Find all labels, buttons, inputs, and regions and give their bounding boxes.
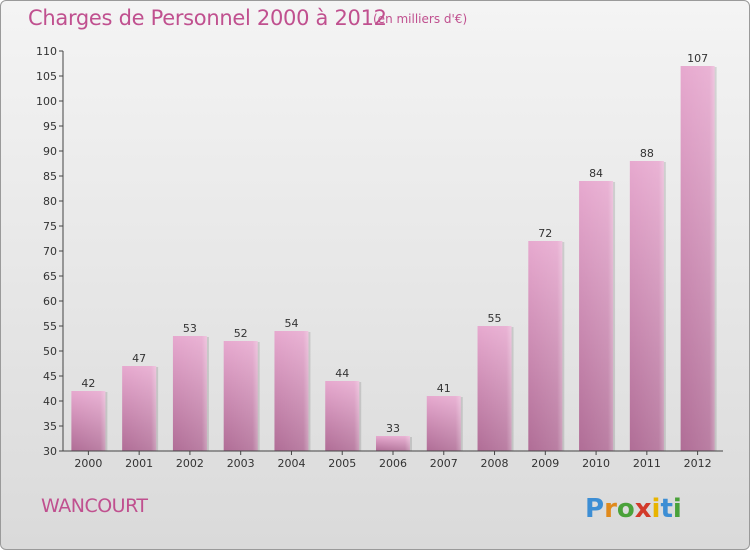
y-tick-label: 75 xyxy=(43,220,57,233)
bar-value-label: 55 xyxy=(488,312,502,325)
y-tick-label: 90 xyxy=(43,145,57,158)
x-tick-label: 2000 xyxy=(74,457,102,470)
x-tick-label: 2008 xyxy=(481,457,509,470)
x-tick-label: 2007 xyxy=(430,457,458,470)
y-tick-label: 55 xyxy=(43,320,57,333)
bar-2007: 41 xyxy=(426,382,463,451)
bar-value-label: 88 xyxy=(640,147,654,160)
bar-value-label: 33 xyxy=(386,422,400,435)
x-tick-label: 2011 xyxy=(633,457,661,470)
bar-2001: 47 xyxy=(122,352,159,451)
bar-value-label: 42 xyxy=(81,377,95,390)
bar-2009: 72 xyxy=(528,227,565,451)
y-tick-label: 100 xyxy=(36,95,57,108)
bar-value-label: 72 xyxy=(538,227,552,240)
x-tick-label: 2010 xyxy=(582,457,610,470)
chart-subtitle: (en milliers d'€) xyxy=(373,12,468,26)
y-tick-label: 35 xyxy=(43,420,57,433)
bar-2005: 44 xyxy=(325,367,362,451)
x-tick-label: 2001 xyxy=(125,457,153,470)
proxiti-logo: Proxiti xyxy=(585,494,682,524)
bar-value-label: 107 xyxy=(687,52,708,65)
bar-value-label: 84 xyxy=(589,167,603,180)
y-tick-label: 95 xyxy=(43,120,57,133)
y-tick-label: 110 xyxy=(36,45,57,58)
y-tick-label: 80 xyxy=(43,195,57,208)
bar-value-label: 41 xyxy=(437,382,451,395)
y-tick-label: 50 xyxy=(43,345,57,358)
x-tick-label: 2002 xyxy=(176,457,204,470)
bar-2000: 42 xyxy=(71,377,108,451)
x-tick-label: 2009 xyxy=(531,457,559,470)
bar-2012: 107 xyxy=(680,52,717,451)
x-tick-label: 2006 xyxy=(379,457,407,470)
bar-value-label: 47 xyxy=(132,352,146,365)
bar-2006: 33 xyxy=(376,422,412,451)
bar-2010: 84 xyxy=(579,167,616,451)
y-tick-label: 65 xyxy=(43,270,57,283)
bar-2008: 55 xyxy=(477,312,514,451)
commune-name: WANCOURT xyxy=(41,495,148,517)
y-tick-label: 45 xyxy=(43,370,57,383)
y-tick-label: 40 xyxy=(43,395,57,408)
svg-text:Proxiti: Proxiti xyxy=(585,494,682,524)
chart-title: Charges de Personnel 2000 à 2012 xyxy=(28,6,387,30)
bar-value-label: 54 xyxy=(284,317,298,330)
x-tick-label: 2003 xyxy=(227,457,255,470)
bar-2004: 54 xyxy=(274,317,311,451)
y-tick-label: 30 xyxy=(43,445,57,458)
bar-value-label: 44 xyxy=(335,367,349,380)
x-tick-label: 2005 xyxy=(328,457,356,470)
x-tick-label: 2012 xyxy=(684,457,712,470)
bar-value-label: 52 xyxy=(234,327,248,340)
bar-value-label: 53 xyxy=(183,322,197,335)
x-tick-label: 2004 xyxy=(277,457,305,470)
y-tick-label: 70 xyxy=(43,245,57,258)
bar-2002: 53 xyxy=(172,322,209,451)
y-tick-label: 60 xyxy=(43,295,57,308)
bar-2003: 52 xyxy=(223,327,260,451)
y-tick-label: 105 xyxy=(36,70,57,83)
y-tick-label: 85 xyxy=(43,170,57,183)
bar-2011: 88 xyxy=(629,147,666,451)
